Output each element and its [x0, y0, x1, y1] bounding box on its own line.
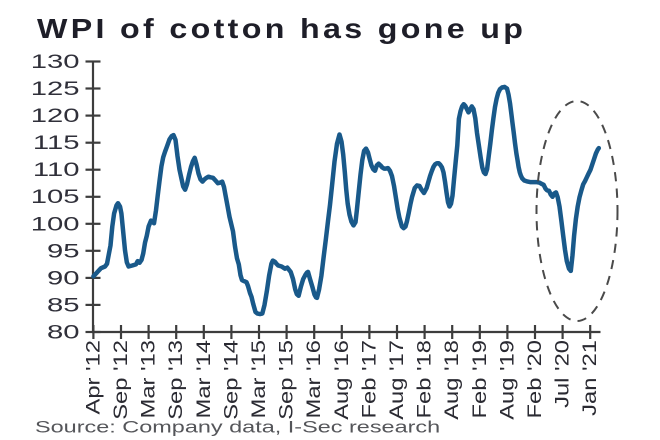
- svg-text:105: 105: [31, 187, 80, 208]
- svg-text:115: 115: [33, 133, 80, 154]
- svg-text:Sep '13: Sep '13: [165, 340, 186, 420]
- svg-text:Sep '15: Sep '15: [276, 340, 297, 420]
- svg-text:Jan '21: Jan '21: [579, 340, 600, 416]
- svg-text:Sep '12: Sep '12: [110, 340, 131, 420]
- svg-text:85: 85: [47, 295, 80, 316]
- svg-text:Aug '16: Aug '16: [331, 340, 352, 420]
- svg-text:Feb '20: Feb '20: [524, 340, 545, 418]
- svg-text:Aug '19: Aug '19: [497, 340, 518, 420]
- svg-text:80: 80: [47, 322, 80, 343]
- svg-text:Mar '13: Mar '13: [138, 340, 159, 418]
- svg-text:Aug '17: Aug '17: [386, 340, 407, 420]
- svg-text:Feb '19: Feb '19: [469, 340, 490, 418]
- svg-text:Feb '17: Feb '17: [359, 340, 380, 418]
- svg-text:120: 120: [31, 106, 80, 127]
- svg-text:Mar '16: Mar '16: [303, 340, 324, 418]
- svg-text:Feb '18: Feb '18: [414, 340, 435, 418]
- svg-text:WPI of cotton has gone up: WPI of cotton has gone up: [37, 14, 526, 45]
- svg-text:Apr '12: Apr '12: [83, 340, 104, 414]
- svg-text:100: 100: [31, 214, 80, 235]
- svg-text:Sep '14: Sep '14: [221, 340, 242, 420]
- svg-text:125: 125: [31, 79, 80, 100]
- svg-text:95: 95: [47, 241, 80, 262]
- svg-text:Source: Company data, I-Sec re: Source: Company data, I-Sec research: [35, 418, 440, 437]
- svg-text:130: 130: [31, 52, 80, 73]
- svg-text:Aug '18: Aug '18: [441, 340, 462, 420]
- svg-text:Mar '15: Mar '15: [248, 340, 269, 418]
- svg-text:90: 90: [47, 268, 80, 289]
- svg-text:Mar '14: Mar '14: [193, 340, 214, 418]
- svg-text:Jul '20: Jul '20: [552, 340, 573, 408]
- svg-text:110: 110: [33, 160, 80, 181]
